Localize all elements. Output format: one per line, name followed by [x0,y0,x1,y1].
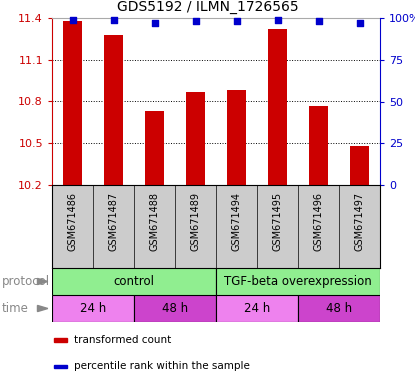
Bar [54,364,67,368]
Point [110,17,117,23]
Bar [227,90,246,185]
Text: GSM671497: GSM671497 [354,192,364,251]
Text: 48 h: 48 h [326,302,352,315]
Text: transformed count: transformed count [74,335,171,345]
Bar [350,146,369,185]
Bar [104,35,123,185]
Point [233,18,240,25]
Text: 24 h: 24 h [244,302,270,315]
Bar [134,295,216,322]
Bar [54,338,67,341]
Bar [309,106,328,185]
Text: GSM671488: GSM671488 [149,192,159,251]
Text: GSM671494: GSM671494 [232,192,242,251]
Text: GSM671489: GSM671489 [190,192,200,251]
Bar [298,295,380,322]
Text: GSM671486: GSM671486 [68,192,78,251]
Text: GDS5192 / ILMN_1726565: GDS5192 / ILMN_1726565 [117,0,298,14]
Text: TGF-beta overexpression: TGF-beta overexpression [224,275,372,288]
Bar [186,92,205,185]
Text: GSM671495: GSM671495 [273,192,283,251]
Point [69,17,76,23]
Bar [52,268,216,295]
Text: percentile rank within the sample: percentile rank within the sample [74,361,250,371]
Bar [268,29,287,185]
Text: control: control [113,275,154,288]
Point [192,18,199,25]
Text: GSM671487: GSM671487 [108,192,119,251]
Bar [216,268,380,295]
Bar [145,111,164,185]
Text: GSM671496: GSM671496 [313,192,324,251]
Text: protocol: protocol [2,275,50,288]
Point [356,20,363,26]
Bar [52,295,134,322]
Point [315,18,322,25]
Text: time: time [2,302,29,315]
Text: 24 h: 24 h [80,302,106,315]
Bar [216,295,298,322]
Text: 48 h: 48 h [162,302,188,315]
Point [274,17,281,23]
Bar [63,21,82,185]
Point [151,20,158,26]
